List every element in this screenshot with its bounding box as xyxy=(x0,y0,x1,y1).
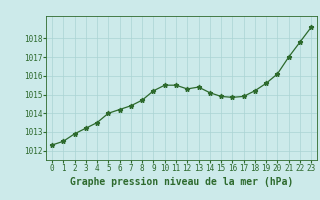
X-axis label: Graphe pression niveau de la mer (hPa): Graphe pression niveau de la mer (hPa) xyxy=(70,177,293,187)
